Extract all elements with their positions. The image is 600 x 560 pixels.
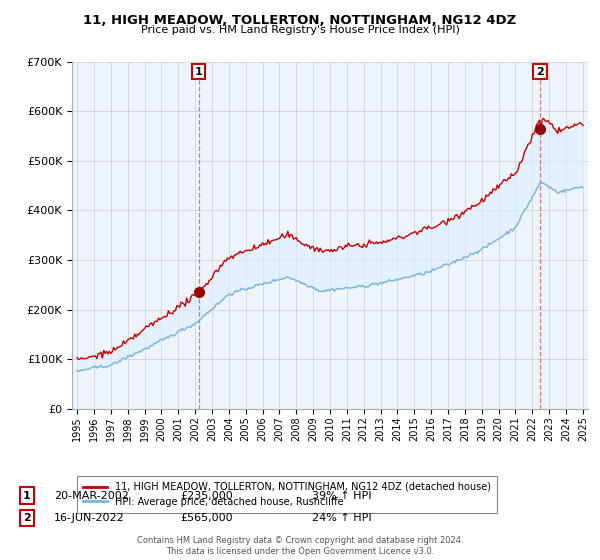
Text: Price paid vs. HM Land Registry's House Price Index (HPI): Price paid vs. HM Land Registry's House …: [140, 25, 460, 35]
Text: £235,000: £235,000: [180, 491, 233, 501]
Text: 11, HIGH MEADOW, TOLLERTON, NOTTINGHAM, NG12 4DZ: 11, HIGH MEADOW, TOLLERTON, NOTTINGHAM, …: [83, 14, 517, 27]
Text: 2: 2: [23, 513, 31, 523]
Legend: 11, HIGH MEADOW, TOLLERTON, NOTTINGHAM, NG12 4DZ (detached house), HPI: Average : 11, HIGH MEADOW, TOLLERTON, NOTTINGHAM, …: [77, 476, 497, 513]
Text: 1: 1: [23, 491, 31, 501]
Text: 16-JUN-2022: 16-JUN-2022: [54, 513, 125, 523]
Text: 20-MAR-2002: 20-MAR-2002: [54, 491, 129, 501]
Text: 2: 2: [536, 67, 544, 77]
Text: £565,000: £565,000: [180, 513, 233, 523]
Text: 39% ↑ HPI: 39% ↑ HPI: [312, 491, 371, 501]
Text: Contains HM Land Registry data © Crown copyright and database right 2024.
This d: Contains HM Land Registry data © Crown c…: [137, 536, 463, 556]
Text: 24% ↑ HPI: 24% ↑ HPI: [312, 513, 371, 523]
Text: 1: 1: [195, 67, 203, 77]
